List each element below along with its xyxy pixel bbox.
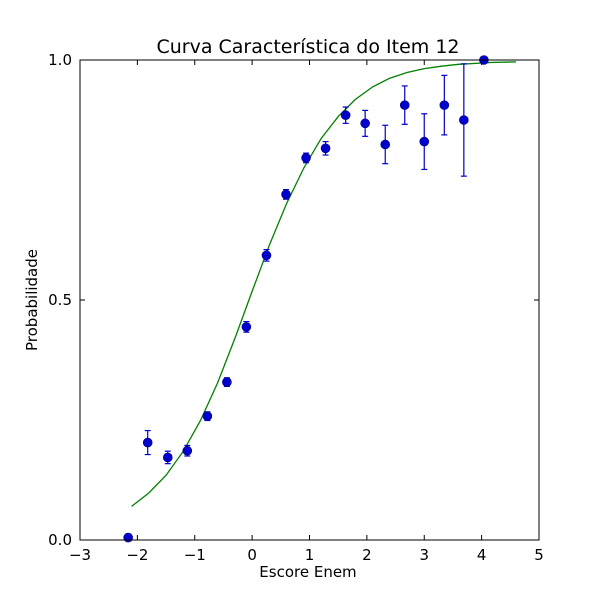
- x-tick-label: −1: [184, 546, 206, 564]
- data-point: [340, 110, 351, 120]
- data-point: [182, 445, 193, 456]
- data-point: [320, 143, 331, 154]
- y-tick-label: 0.0: [48, 531, 72, 549]
- plot-frame: [79, 59, 540, 541]
- data-point: [360, 118, 370, 129]
- x-tick-label: 0: [247, 546, 257, 564]
- data-point: [202, 411, 213, 421]
- y-axis-label: Probabilidade: [23, 249, 41, 351]
- ticks-layer: −3 −2 −1 0 1 2 3 4 5 0.0 0.5 1.0: [48, 51, 544, 564]
- chart-title: Curva Característica do Item 12: [156, 36, 459, 58]
- x-tick-label: 3: [419, 546, 429, 564]
- y-tick-label: 0.5: [48, 291, 72, 309]
- data-point: [439, 100, 450, 110]
- curve-layer: [131, 61, 517, 507]
- data-point: [261, 250, 272, 261]
- y-tick-label: 1.0: [48, 51, 72, 69]
- data-point: [419, 136, 430, 147]
- data-point: [281, 189, 291, 200]
- x-tick-label: −3: [69, 546, 91, 564]
- data-point: [459, 115, 469, 125]
- x-tick-label: 1: [305, 546, 315, 564]
- data-point: [399, 100, 410, 110]
- fitted-curve-line: [131, 61, 517, 507]
- data-point: [380, 139, 391, 150]
- data-point: [222, 377, 232, 387]
- x-axis-label: Escore Enem: [259, 563, 356, 581]
- data-point: [162, 452, 173, 463]
- points-layer: [123, 55, 489, 543]
- x-tick-label: −2: [126, 546, 148, 564]
- x-tick-label: 2: [362, 546, 372, 564]
- data-point: [241, 322, 252, 332]
- x-tick-label: 5: [534, 546, 544, 564]
- data-point: [301, 153, 311, 163]
- x-tick-label: 4: [477, 546, 487, 564]
- data-point: [123, 532, 133, 543]
- data-point: [142, 437, 153, 448]
